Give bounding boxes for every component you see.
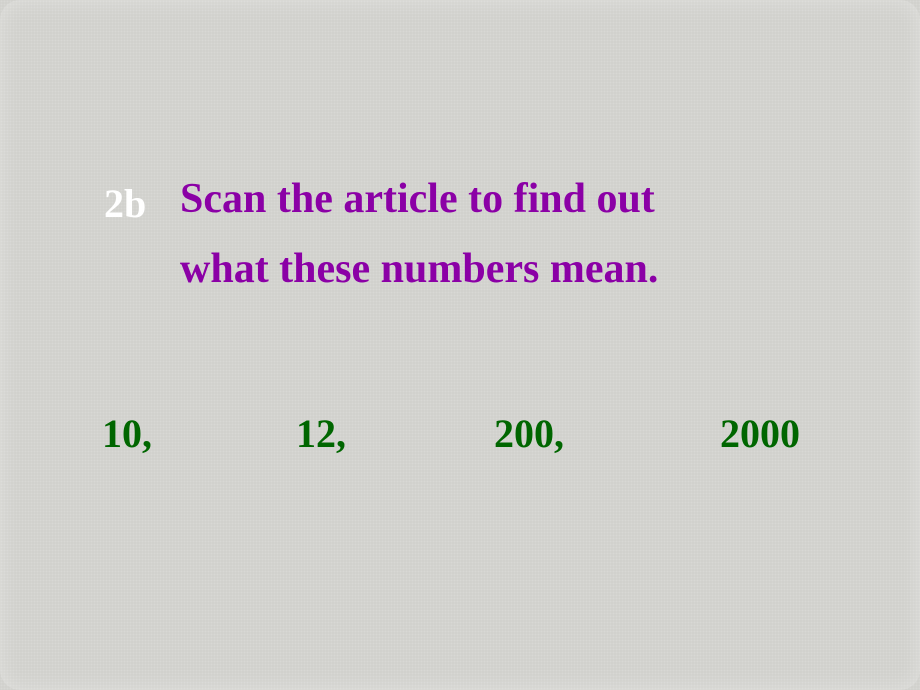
slide-container: 2b Scan the article to find out what the… (0, 0, 920, 690)
numbers-row: 10, 12, 200, 2000 (102, 410, 800, 457)
number-2: 12, (296, 410, 346, 457)
instruction-line2: what these numbers mean. (180, 246, 658, 292)
number-1: 10, (102, 410, 152, 457)
number-3: 200, (494, 410, 564, 457)
instruction-text: Scan the article to find out what these … (180, 164, 658, 304)
instruction-line1: Scan the article to find out (180, 176, 655, 222)
exercise-label: 2b (104, 180, 146, 227)
number-4: 2000 (720, 410, 800, 457)
